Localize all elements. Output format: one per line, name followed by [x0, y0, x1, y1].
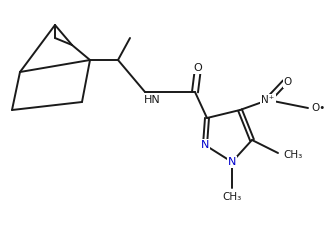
Text: HN: HN [144, 95, 161, 105]
Text: N: N [201, 140, 209, 150]
Text: CH₃: CH₃ [222, 192, 242, 202]
Text: O: O [194, 63, 202, 73]
Text: N⁺: N⁺ [261, 95, 275, 105]
Text: CH₃: CH₃ [283, 150, 303, 160]
Text: O•: O• [311, 103, 325, 113]
Text: O: O [284, 77, 292, 87]
Text: N: N [228, 157, 236, 167]
